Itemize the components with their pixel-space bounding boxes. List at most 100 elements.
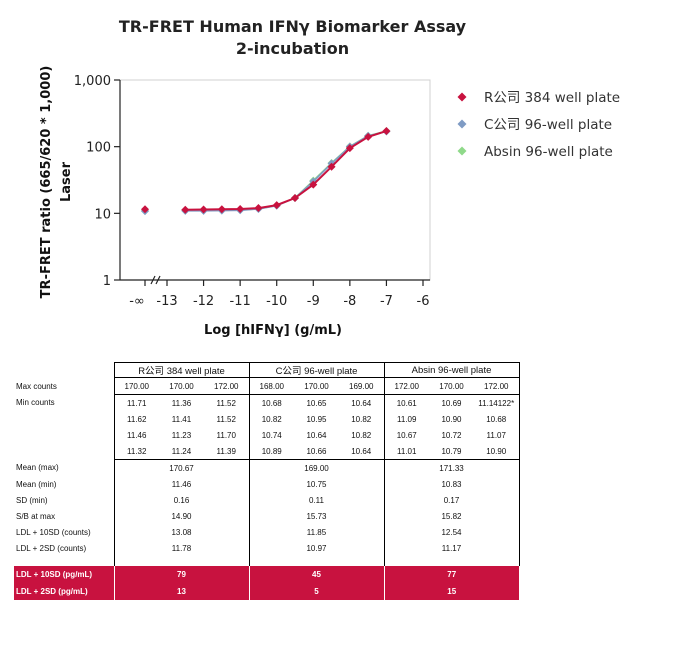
x-tick-label: -6 — [417, 294, 430, 309]
table-cell: 10.66 — [306, 446, 327, 456]
plot-area — [119, 79, 431, 281]
spacer-cell — [113, 556, 249, 566]
ldl-highlight-row: LDL + 10SD (pg/mL) 79 45 77 — [14, 566, 519, 583]
table-row: 11.32 11.24 11.39 10.89 10.66 10.64 11.01 10.79… — [14, 443, 520, 460]
table-cell: 10.64 — [351, 398, 372, 408]
group-header: C公司 96-well plate — [248, 362, 385, 378]
table-cell: 10.74 — [248, 427, 294, 443]
table-cell: 172.00 — [204, 377, 249, 395]
summary-cell: 11.17 — [383, 540, 520, 556]
summary-cell: 171.33 — [383, 459, 520, 476]
table-cell: 170.00 — [113, 377, 159, 395]
highlight-cell: 77 — [383, 566, 519, 583]
data-point — [291, 193, 299, 202]
x-tick-label-zero: -∞ — [129, 294, 145, 309]
summary-cell: 0.16 — [113, 492, 249, 508]
table-cell: 10.82 — [351, 414, 372, 424]
data-point — [327, 162, 336, 171]
table-cell: 170.00 — [429, 377, 474, 395]
row-label: S/B at max — [16, 511, 56, 521]
summary-row: LDL + 10SD (counts) 13.08 11.85 12.54 — [14, 524, 520, 540]
data-point — [254, 204, 263, 213]
table-cell: 11.07 — [474, 427, 520, 443]
highlight-cell: 5 — [248, 583, 384, 600]
table-cell: 11.09 — [383, 411, 429, 427]
y-tick-label: 1,000 — [74, 74, 111, 89]
x-tick-label: -12 — [193, 294, 214, 309]
y-tick-label: 10 — [94, 207, 111, 222]
spacer-cell — [14, 556, 114, 566]
table-cell: 10.69 — [441, 398, 462, 408]
table-cell: 172.00 — [383, 377, 429, 395]
row-label: Mean (max) — [16, 463, 59, 473]
data-point — [141, 205, 149, 214]
group-header: R公司 384 well plate — [113, 362, 250, 378]
table-cell: 11.39 — [216, 446, 236, 456]
table-cell: 10.64 — [351, 446, 372, 456]
data-point — [199, 205, 208, 214]
x-tick-label: -9 — [307, 294, 320, 309]
table-cell: 11.41 — [171, 414, 192, 424]
row-label: LDL + 2SD (pg/mL) — [14, 583, 114, 600]
row-label: LDL + 2SD (counts) — [16, 543, 87, 553]
series-layer — [141, 126, 391, 216]
highlight-cell: 15 — [383, 583, 519, 600]
table-cell: 10.90 — [441, 414, 462, 424]
row-label — [14, 411, 114, 427]
summary-row: SD (min) 0.16 0.11 0.17 — [14, 492, 520, 508]
data-point — [272, 201, 281, 210]
table-cell: 11.46 — [113, 427, 159, 443]
table-cell: 10.90 — [474, 443, 520, 460]
table-cell: 172.00 — [474, 377, 520, 395]
table-cell: 10.61 — [383, 394, 429, 411]
summary-cell: 15.82 — [383, 508, 520, 524]
table-cell: 10.68 — [248, 394, 294, 411]
summary-cell: 10.97 — [248, 540, 384, 556]
highlight-cell: 79 — [113, 566, 249, 583]
row-label: Min counts — [16, 398, 55, 408]
summary-cell: 11.46 — [113, 476, 249, 492]
summary-cell: 170.67 — [113, 459, 249, 476]
summary-cell: 14.90 — [113, 508, 249, 524]
table-header-row: R公司 384 well plate C公司 96-well plate Absin… — [14, 362, 520, 378]
table-cell: 10.72 — [441, 430, 462, 440]
table-cell: 10.82 — [248, 411, 294, 427]
group-header: Absin 96-well plate — [383, 362, 520, 378]
axes: 1 10 100 1,000 -∞ -13 -12 -11 -10 -9 -8 -7 -6 — [74, 74, 430, 309]
y-axis-label-line2: Laser — [59, 161, 74, 202]
x-tick-label: -13 — [156, 294, 177, 309]
legend-entry: Absin 96-well plate — [484, 144, 613, 160]
legend-marker — [457, 146, 467, 156]
data-point — [382, 126, 391, 135]
table-cell: 11.36 — [171, 398, 192, 408]
summary-row: Mean (max) 170.67 169.00 171.33 — [14, 459, 520, 476]
y-tick-label: 1 — [103, 274, 111, 289]
summary-row: S/B at max 14.90 15.73 15.82 — [14, 508, 520, 524]
table-cell: 170.00 — [159, 377, 204, 395]
table-cell: 11.32 — [113, 443, 159, 460]
spacer-cell — [383, 556, 520, 566]
x-tick-label: -7 — [380, 294, 393, 309]
chart-title-line2: 2-incubation — [235, 39, 350, 58]
table-row: Min counts 11.71 11.36 11.52 10.68 10.65 10.64… — [14, 394, 520, 411]
table-cell: 11.52 — [216, 398, 236, 408]
chart-title-line1: TR-FRET Human IFNγ Biomarker Assay — [118, 17, 467, 36]
table-cell: 11.52 — [216, 414, 236, 424]
axis-break-mark — [150, 275, 156, 285]
summary-cell: 10.83 — [383, 476, 520, 492]
row-label: Mean (min) — [16, 479, 57, 489]
data-point — [309, 180, 318, 189]
row-label: Max counts — [16, 381, 57, 391]
legend-entry: R公司 384 well plate — [484, 90, 620, 106]
table-corner — [14, 363, 114, 378]
y-tick-label: 100 — [86, 141, 111, 156]
table-cell: 11.01 — [383, 443, 429, 460]
table-cell: 168.00 — [248, 377, 294, 395]
summary-cell: 169.00 — [248, 459, 384, 476]
table-row: Max counts 170.00 170.00 172.00 168.00 170.00… — [14, 377, 520, 395]
row-label: LDL + 10SD (counts) — [16, 527, 91, 537]
table-cell: 11.62 — [113, 411, 159, 427]
summary-cell: 13.08 — [113, 524, 249, 540]
data-point — [217, 205, 226, 214]
row-label: LDL + 10SD (pg/mL) — [14, 566, 114, 583]
